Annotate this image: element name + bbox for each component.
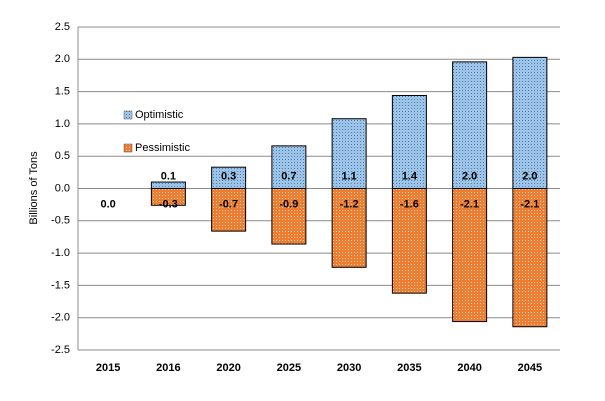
legend-swatch [123, 143, 133, 153]
bar [331, 188, 367, 268]
data-label: 0.3 [221, 170, 236, 182]
x-tick-label: 2030 [337, 362, 361, 374]
x-tick-label: 2025 [277, 362, 301, 374]
bar [331, 118, 367, 189]
x-tick-label: 2040 [457, 362, 481, 374]
data-label: -2.1 [520, 198, 539, 210]
y-tick-label: 0.5 [55, 150, 70, 162]
x-tick-label: 2020 [216, 362, 240, 374]
y-tick-label: -2.0 [51, 312, 70, 324]
bar [512, 188, 548, 328]
bar [452, 188, 488, 323]
y-tick-label: -0.5 [51, 215, 70, 227]
bar [150, 188, 186, 206]
bar [512, 56, 548, 189]
legend-swatch [123, 110, 133, 120]
data-label: -2.1 [460, 198, 479, 210]
y-tick-label: 1.5 [55, 86, 70, 98]
data-label: 1.1 [341, 170, 356, 182]
bar [211, 188, 247, 232]
x-tick-label: 2035 [397, 362, 421, 374]
y-tick-label: 2.0 [55, 53, 70, 65]
data-label: -0.7 [219, 198, 238, 210]
data-label: -0.3 [159, 198, 178, 210]
y-tick-label: 1.0 [55, 118, 70, 130]
bar [391, 94, 427, 189]
y-tick-label: -1.0 [51, 247, 70, 259]
data-label: 0.1 [161, 170, 176, 182]
bar [271, 145, 307, 189]
bar [452, 61, 488, 189]
bar [271, 188, 307, 245]
data-label: -1.2 [340, 198, 359, 210]
data-label: 0.7 [281, 170, 296, 182]
data-label: 0.0 [100, 198, 115, 210]
legend-label: Optimistic [135, 109, 184, 121]
y-tick-label: -1.5 [51, 279, 70, 291]
data-label: 1.4 [402, 170, 418, 182]
y-tick-label: -2.5 [51, 344, 70, 356]
y-axis-label: Billions of Tons [28, 151, 40, 225]
y-tick-label: 2.5 [55, 21, 70, 33]
data-label: 2.0 [462, 170, 477, 182]
data-label: 2.0 [522, 170, 537, 182]
y-tick-label: 0.0 [55, 182, 70, 194]
x-tick-label: 2045 [518, 362, 542, 374]
data-label: -0.9 [279, 198, 298, 210]
bar [150, 181, 186, 189]
x-tick-label: 2016 [156, 362, 180, 374]
bar [391, 188, 427, 294]
x-tick-label: 2015 [96, 362, 120, 374]
data-label: -1.6 [400, 198, 419, 210]
legend-label: Pessimistic [135, 142, 191, 154]
